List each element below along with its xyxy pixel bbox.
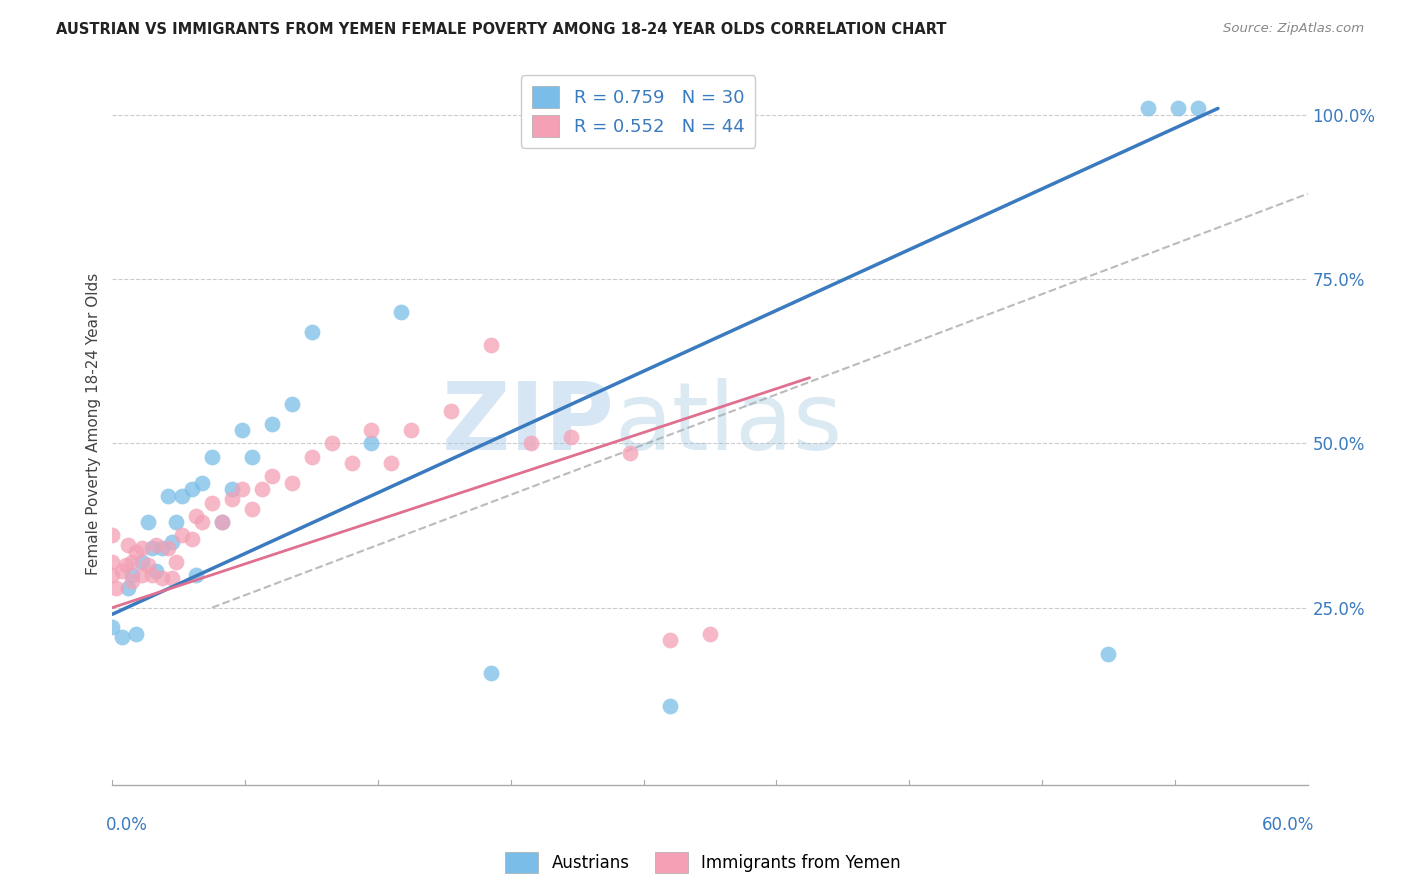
Point: [117, 538, 139, 552]
Point: [117, 581, 139, 595]
Point: [211, 515, 233, 529]
Point: [360, 423, 382, 437]
Point: [111, 630, 134, 644]
Text: atlas: atlas: [614, 377, 842, 470]
Point: [260, 417, 283, 431]
Point: [389, 305, 412, 319]
Point: [138, 515, 160, 529]
Point: [231, 423, 253, 437]
Point: [165, 555, 187, 569]
Point: [281, 397, 304, 411]
Point: [172, 528, 194, 542]
Point: [201, 495, 224, 509]
Point: [520, 436, 543, 450]
Point: [121, 555, 143, 569]
Point: [131, 555, 153, 569]
Point: [221, 492, 243, 507]
Text: 60.0%: 60.0%: [1263, 816, 1315, 834]
Point: [619, 446, 641, 460]
Point: [111, 565, 134, 579]
Point: [659, 699, 682, 714]
Point: [191, 515, 214, 529]
Point: [240, 450, 263, 464]
Point: [186, 567, 208, 582]
Point: [138, 558, 160, 572]
Point: [340, 456, 363, 470]
Point: [211, 515, 233, 529]
Point: [150, 541, 173, 556]
Point: [101, 567, 124, 582]
Point: [281, 475, 304, 490]
Point: [150, 571, 173, 585]
Point: [479, 666, 502, 681]
Legend: Austrians, Immigrants from Yemen: Austrians, Immigrants from Yemen: [498, 846, 908, 880]
Point: [1137, 102, 1160, 116]
Point: [380, 456, 402, 470]
Point: [145, 538, 167, 552]
Text: ZIP: ZIP: [441, 377, 614, 470]
Point: [125, 627, 148, 641]
Point: [440, 403, 463, 417]
Text: 0.0%: 0.0%: [105, 816, 148, 834]
Point: [659, 633, 682, 648]
Point: [115, 558, 138, 572]
Point: [105, 581, 128, 595]
Point: [221, 483, 243, 497]
Point: [181, 532, 204, 546]
Point: [101, 528, 124, 542]
Point: [121, 574, 143, 589]
Point: [250, 483, 273, 497]
Point: [479, 338, 502, 352]
Text: Source: ZipAtlas.com: Source: ZipAtlas.com: [1223, 22, 1364, 36]
Point: [157, 541, 180, 556]
Point: [162, 571, 183, 585]
Point: [240, 502, 263, 516]
Point: [186, 508, 208, 523]
Legend: R = 0.759   N = 30, R = 0.552   N = 44: R = 0.759 N = 30, R = 0.552 N = 44: [522, 75, 755, 148]
Point: [121, 567, 143, 582]
Point: [101, 620, 124, 634]
Point: [301, 450, 323, 464]
Point: [162, 535, 183, 549]
Point: [360, 436, 382, 450]
Point: [141, 567, 163, 582]
Point: [157, 489, 180, 503]
Point: [181, 483, 204, 497]
Point: [301, 325, 323, 339]
Point: [640, 102, 662, 116]
Y-axis label: Female Poverty Among 18-24 Year Olds: Female Poverty Among 18-24 Year Olds: [86, 273, 101, 574]
Point: [145, 565, 167, 579]
Point: [231, 483, 253, 497]
Point: [401, 423, 423, 437]
Point: [669, 102, 692, 116]
Point: [131, 541, 153, 556]
Point: [1187, 102, 1209, 116]
Text: AUSTRIAN VS IMMIGRANTS FROM YEMEN FEMALE POVERTY AMONG 18-24 YEAR OLDS CORRELATI: AUSTRIAN VS IMMIGRANTS FROM YEMEN FEMALE…: [56, 22, 946, 37]
Point: [191, 475, 214, 490]
Point: [201, 450, 224, 464]
Point: [131, 567, 153, 582]
Point: [260, 469, 283, 483]
Point: [699, 627, 721, 641]
Point: [560, 430, 582, 444]
Point: [1097, 647, 1119, 661]
Point: [141, 541, 163, 556]
Point: [125, 545, 148, 559]
Point: [1167, 102, 1189, 116]
Point: [321, 436, 343, 450]
Point: [165, 515, 187, 529]
Point: [172, 489, 194, 503]
Point: [101, 555, 124, 569]
